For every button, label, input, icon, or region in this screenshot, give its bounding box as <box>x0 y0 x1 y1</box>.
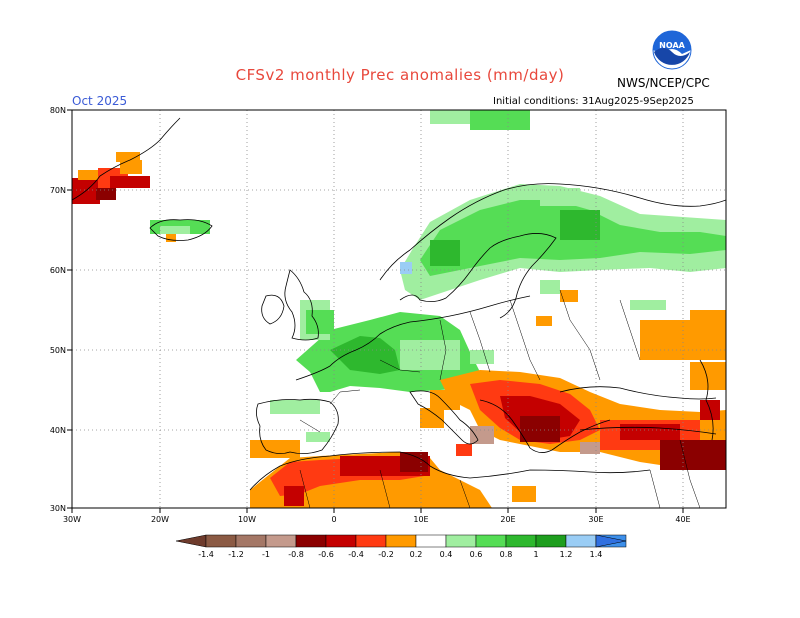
forecast-month: Oct 2025 <box>72 94 128 108</box>
colorbar-cell <box>415 534 447 548</box>
lat-label-40n: 40N <box>50 426 66 435</box>
greenland-dry-anomaly <box>72 152 150 204</box>
lat-label-30n: 30N <box>50 504 66 513</box>
southeast-europe-dry-anomaly <box>420 290 726 470</box>
colorbar-label: 0.2 <box>410 550 423 559</box>
lon-label-0: 0 <box>331 515 336 524</box>
country-borders <box>299 289 701 508</box>
initial-conditions: Initial conditions: 31Aug2025-9Sep2025 <box>493 96 694 107</box>
colorbar-label: -0.2 <box>378 550 394 559</box>
colorbar-label: 0.6 <box>470 550 483 559</box>
colorbar-label: 1.4 <box>590 550 603 559</box>
map-title: CFSv2 monthly Prec anomalies (mm/day) <box>235 66 565 84</box>
colorbar-label: 1 <box>533 550 538 559</box>
northern-europe-wet-anomaly <box>400 110 726 310</box>
colorbar-cell <box>565 534 597 548</box>
colorbar-label: -1.2 <box>228 550 244 559</box>
lat-label-70n: 70N <box>50 186 66 195</box>
noaa-logo-text: NOAA <box>659 41 685 50</box>
colorbar-label: -0.8 <box>288 550 304 559</box>
colorbar-label: -0.4 <box>348 550 364 559</box>
western-europe-wet-anomaly <box>270 300 494 442</box>
coastlines <box>72 117 726 491</box>
lat-label-80n: 80N <box>50 106 66 115</box>
colorbar-cell <box>325 534 357 548</box>
colorbar-cell <box>355 534 387 548</box>
agency-label: NWS/NCEP/CPC <box>617 76 710 90</box>
graticule <box>72 110 726 508</box>
iceland-wet-anomaly <box>150 220 210 242</box>
lon-label-30e: 30E <box>588 515 603 524</box>
colorbar-cell <box>265 534 297 548</box>
lon-label-20e: 20E <box>500 515 515 524</box>
colorbar-right-arrow <box>595 534 627 548</box>
colorbar-label: 0.8 <box>500 550 513 559</box>
colorbar-left-arrow <box>175 534 207 548</box>
colorbar-label: -0.6 <box>318 550 334 559</box>
lat-label-60n: 60N <box>50 266 66 275</box>
colorbar: -1.4 -1.2 -1 -0.8 -0.6 -0.4 -0.2 0.2 0.4 0.6 0.8 1 1… <box>175 534 627 559</box>
lon-label-10w: 10W <box>238 515 256 524</box>
lon-label-40e: 40E <box>675 515 690 524</box>
colorbar-cell <box>445 534 477 548</box>
colorbar-label: 0.4 <box>440 550 453 559</box>
colorbar-cell <box>505 534 537 548</box>
colorbar-cell <box>475 534 507 548</box>
colorbar-cell <box>385 534 417 548</box>
lon-label-30w: 30W <box>63 515 81 524</box>
colorbar-label: -1 <box>262 550 270 559</box>
axis-ticks <box>67 109 684 513</box>
colorbar-cell <box>295 534 327 548</box>
colorbar-cell <box>535 534 567 548</box>
colorbar-label: 1.2 <box>560 550 573 559</box>
noaa-logo: NOAA <box>652 30 692 70</box>
lat-label-50n: 50N <box>50 346 66 355</box>
colorbar-cell <box>205 534 237 548</box>
lon-label-10e: 10E <box>413 515 428 524</box>
colorbar-label: -1.4 <box>198 550 214 559</box>
lon-label-20w: 20W <box>151 515 169 524</box>
map-frame <box>71 109 727 509</box>
colorbar-cell <box>235 534 267 548</box>
